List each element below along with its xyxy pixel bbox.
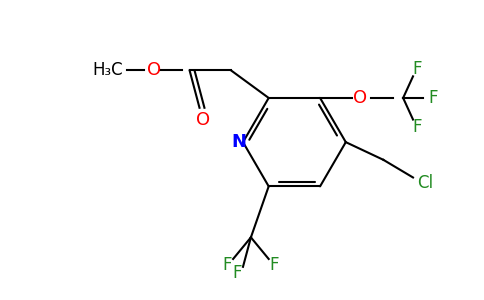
Text: F: F <box>223 256 232 274</box>
Text: F: F <box>270 256 279 274</box>
Text: Cl: Cl <box>417 174 433 192</box>
Text: F: F <box>412 59 422 77</box>
Text: F: F <box>412 118 422 136</box>
Text: O: O <box>197 110 211 128</box>
Text: F: F <box>428 89 438 107</box>
Text: H₃C: H₃C <box>92 61 123 80</box>
Text: O: O <box>352 89 367 107</box>
Text: N: N <box>231 133 246 151</box>
Text: F: F <box>232 264 242 282</box>
Text: O: O <box>147 61 161 80</box>
